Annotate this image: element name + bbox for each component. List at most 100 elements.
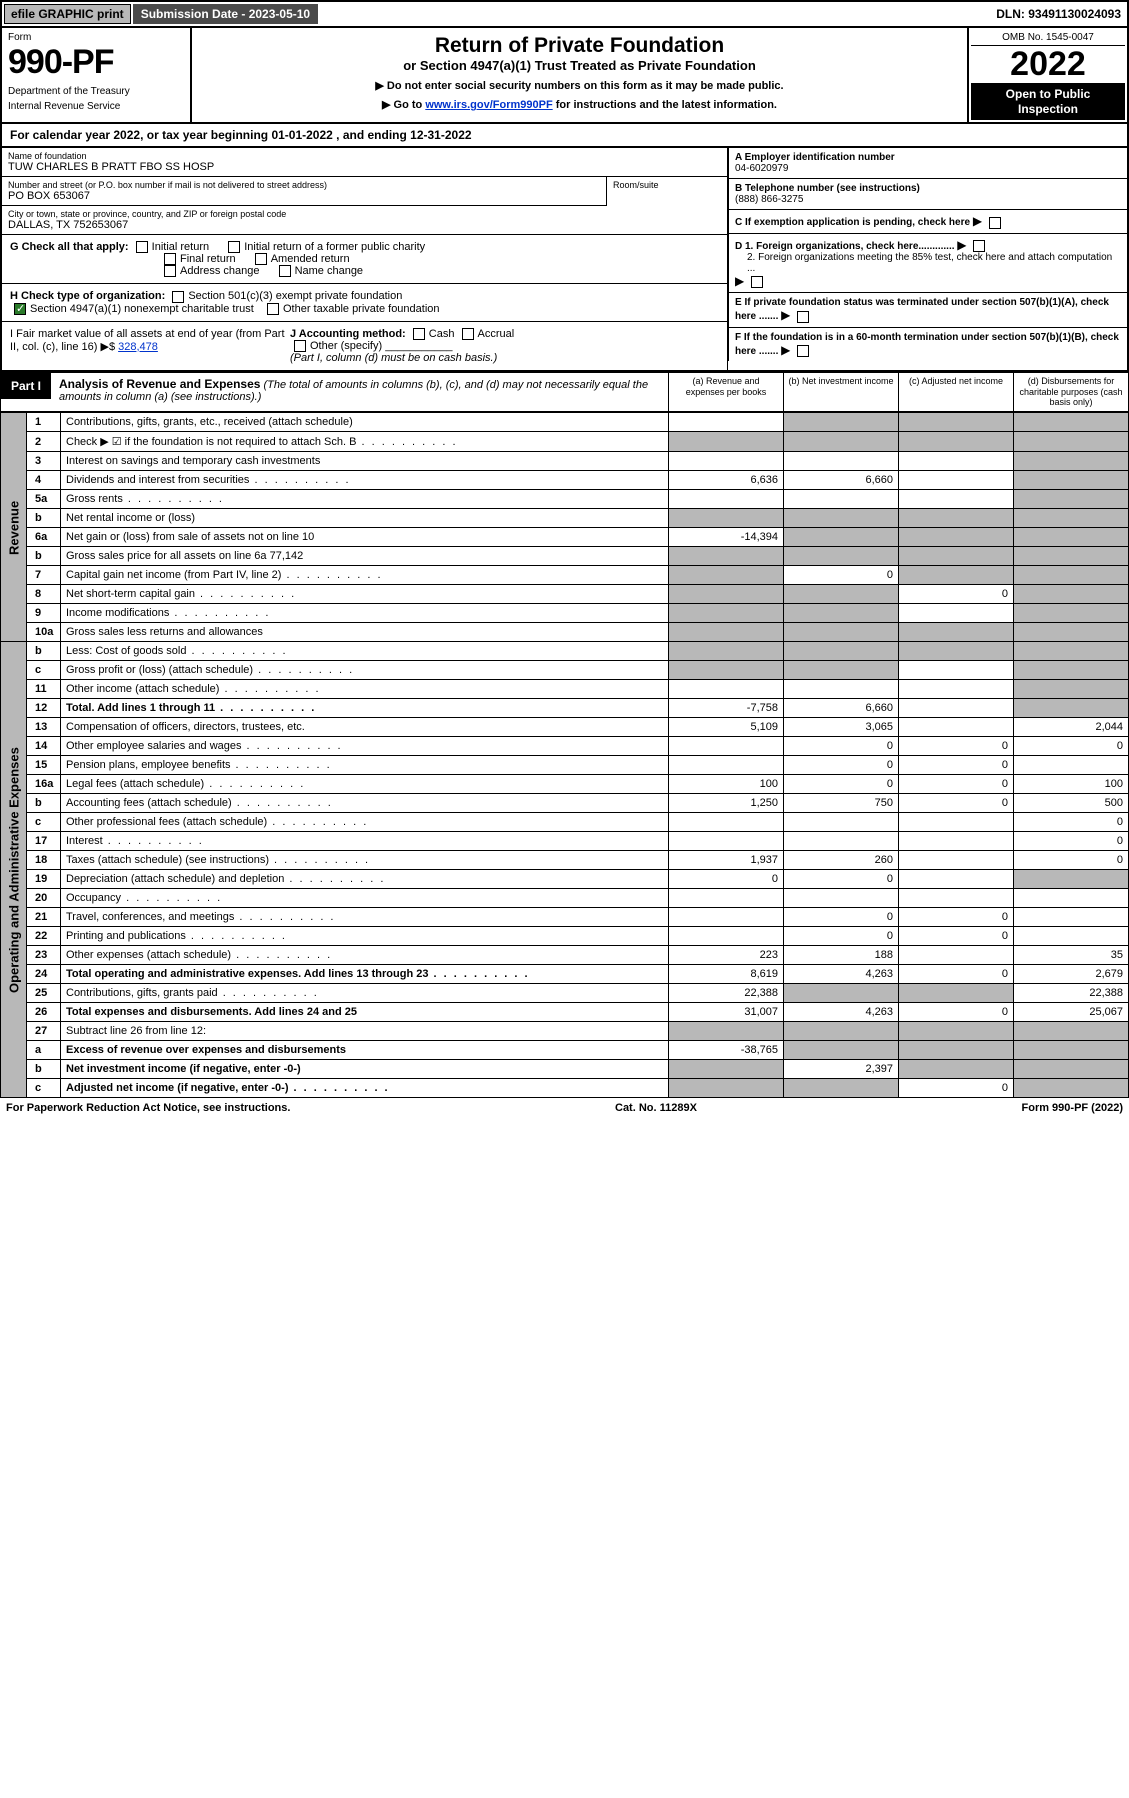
open-inspection: Open to Public Inspection — [971, 83, 1125, 120]
chk-final-return[interactable] — [164, 253, 176, 265]
line-description: Excess of revenue over expenses and disb… — [61, 1041, 669, 1060]
lbl-initial-return: Initial return — [152, 241, 209, 253]
table-row: 24Total operating and administrative exp… — [1, 965, 1129, 984]
line-description: Compensation of officers, directors, tru… — [61, 718, 669, 737]
cell-col-c — [899, 851, 1014, 870]
chk-cash[interactable] — [413, 328, 425, 340]
cell-col-d: 0 — [1014, 832, 1129, 851]
cell-col-b — [784, 680, 899, 699]
cell-col-c: 0 — [899, 585, 1014, 604]
line-description: Accounting fees (attach schedule) — [61, 794, 669, 813]
fmv-link[interactable]: 328,478 — [118, 341, 158, 353]
cell-col-a — [669, 832, 784, 851]
chk-initial-return[interactable] — [136, 241, 148, 253]
chk-address-change[interactable] — [164, 265, 176, 277]
cell-col-b: 0 — [784, 566, 899, 585]
line-description: Net gain or (loss) from sale of assets n… — [61, 528, 669, 547]
efile-print-button[interactable]: efile GRAPHIC print — [4, 4, 131, 24]
line-number: 26 — [27, 1003, 61, 1022]
cell-col-d — [1014, 585, 1129, 604]
cell-col-d — [1014, 413, 1129, 432]
ssn-warning: ▶ Do not enter social security numbers o… — [202, 79, 957, 92]
chk-d2[interactable] — [751, 276, 763, 288]
cell-col-b — [784, 1022, 899, 1041]
line-description: Capital gain net income (from Part IV, l… — [61, 566, 669, 585]
line-description: Interest on savings and temporary cash i… — [61, 452, 669, 471]
cell-col-d — [1014, 471, 1129, 490]
table-row: 9Income modifications — [1, 604, 1129, 623]
cell-col-c — [899, 1022, 1014, 1041]
line-number: 14 — [27, 737, 61, 756]
lbl-other-method: Other (specify) — [310, 340, 382, 352]
chk-4947[interactable] — [14, 303, 26, 315]
col-b-header: (b) Net investment income — [783, 373, 898, 411]
table-row: 20Occupancy — [1, 889, 1129, 908]
chk-c[interactable] — [989, 217, 1001, 229]
line-description: Dividends and interest from securities — [61, 471, 669, 490]
line-number: 11 — [27, 680, 61, 699]
cell-col-b — [784, 490, 899, 509]
lbl-4947: Section 4947(a)(1) nonexempt charitable … — [30, 303, 254, 315]
line-number: 15 — [27, 756, 61, 775]
line-description: Legal fees (attach schedule) — [61, 775, 669, 794]
form-header: Form 990-PF Department of the Treasury I… — [0, 28, 1129, 124]
cell-col-a: 1,250 — [669, 794, 784, 813]
chk-amended-return[interactable] — [255, 253, 267, 265]
room-suite-cell: Room/suite — [607, 177, 727, 206]
cell-col-c: 0 — [899, 908, 1014, 927]
line-number: c — [27, 661, 61, 680]
line-description: Gross sales less returns and allowances — [61, 623, 669, 642]
chk-d1[interactable] — [973, 240, 985, 252]
cell-col-d — [1014, 680, 1129, 699]
cell-col-c — [899, 889, 1014, 908]
line-description: Gross rents — [61, 490, 669, 509]
cell-col-c — [899, 661, 1014, 680]
chk-other-method[interactable] — [294, 340, 306, 352]
cell-col-b: 0 — [784, 756, 899, 775]
lbl-accrual: Accrual — [478, 328, 515, 340]
chk-accrual[interactable] — [462, 328, 474, 340]
cell-col-b — [784, 889, 899, 908]
header-center: Return of Private Foundation or Section … — [192, 28, 967, 122]
cell-col-a — [669, 413, 784, 432]
cell-col-b: 6,660 — [784, 699, 899, 718]
cell-col-b — [784, 661, 899, 680]
cell-col-b: 6,660 — [784, 471, 899, 490]
table-row: 3Interest on savings and temporary cash … — [1, 452, 1129, 471]
line-description: Gross sales price for all assets on line… — [61, 547, 669, 566]
table-row: 25Contributions, gifts, grants paid22,38… — [1, 984, 1129, 1003]
cell-col-a: 100 — [669, 775, 784, 794]
cell-col-b: 0 — [784, 927, 899, 946]
cell-col-d — [1014, 604, 1129, 623]
table-row: 19Depreciation (attach schedule) and dep… — [1, 870, 1129, 889]
cell-col-c — [899, 1060, 1014, 1079]
chk-name-change[interactable] — [279, 265, 291, 277]
chk-e[interactable] — [797, 311, 809, 323]
cell-col-c — [899, 471, 1014, 490]
table-row: 16aLegal fees (attach schedule)10000100 — [1, 775, 1129, 794]
cell-col-d — [1014, 623, 1129, 642]
line-number: 18 — [27, 851, 61, 870]
chk-501c3[interactable] — [172, 291, 184, 303]
line-description: Total expenses and disbursements. Add li… — [61, 1003, 669, 1022]
cell-col-c — [899, 490, 1014, 509]
part1-table: Revenue1Contributions, gifts, grants, et… — [0, 412, 1129, 1098]
cell-col-b: 0 — [784, 737, 899, 756]
table-row: 17Interest0 — [1, 832, 1129, 851]
chk-f[interactable] — [797, 345, 809, 357]
line-description: Subtract line 26 from line 12: — [61, 1022, 669, 1041]
cell-col-c — [899, 547, 1014, 566]
address-cell: Number and street (or P.O. box number if… — [2, 177, 607, 206]
chk-initial-former[interactable] — [228, 241, 240, 253]
line-description: Other professional fees (attach schedule… — [61, 813, 669, 832]
form990pf-link[interactable]: www.irs.gov/Form990PF — [425, 99, 552, 111]
cell-col-c — [899, 413, 1014, 432]
line-number: 16a — [27, 775, 61, 794]
line-number: 13 — [27, 718, 61, 737]
chk-other-taxable[interactable] — [267, 303, 279, 315]
cell-col-a: 1,937 — [669, 851, 784, 870]
table-row: 10aGross sales less returns and allowanc… — [1, 623, 1129, 642]
line-description: Occupancy — [61, 889, 669, 908]
submission-date: Submission Date - 2023-05-10 — [133, 4, 318, 24]
cell-col-a: 22,388 — [669, 984, 784, 1003]
